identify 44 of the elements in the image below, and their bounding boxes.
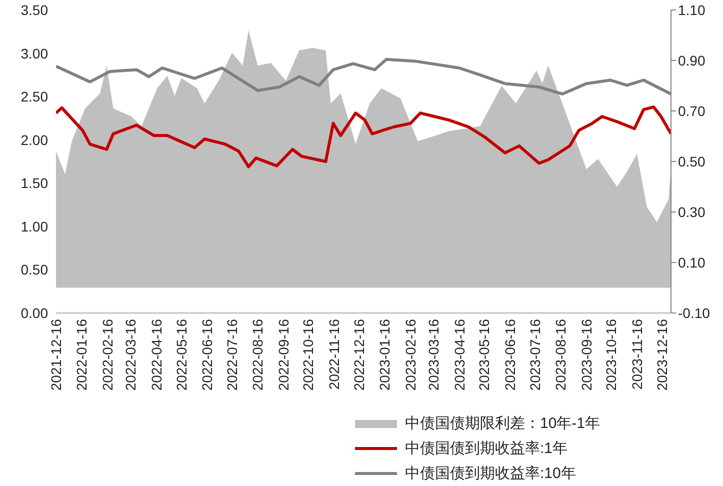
x-tick-label: 2023-01-16: [376, 318, 393, 391]
x-tick-label: 2023-10-16: [603, 318, 620, 391]
x-tick-label: 2023-04-16: [451, 318, 468, 391]
x-tick-label: 2023-07-16: [526, 318, 543, 391]
y2-tick-label: 1.10: [678, 2, 706, 18]
y-tick-label: 0.00: [20, 304, 48, 321]
x-tick-label: 2022-06-16: [198, 318, 215, 391]
x-tick-label: 2022-03-16: [122, 318, 139, 391]
x-tick-label: 2021-12-16: [48, 318, 64, 391]
line-series: [56, 105, 671, 168]
y-tick-label: 0.50: [20, 262, 48, 278]
y-tick-label: 3.00: [20, 45, 48, 62]
x-tick-label: 2023-06-16: [502, 318, 518, 391]
x-tick-label: 2022-07-16: [224, 318, 240, 391]
x-tick-label: 2022-10-16: [300, 318, 316, 391]
y2-tick-label: 0.50: [678, 153, 706, 170]
x-tick-label: 2023-05-16: [476, 318, 492, 391]
x-tick-label: 2022-01-16: [74, 318, 90, 391]
y-tick-label: 3.50: [20, 2, 48, 18]
x-tick-label: 2023-09-16: [578, 318, 594, 391]
x-tick-label: 2023-11-16: [628, 318, 645, 390]
x-tick-label: 2023-02-16: [402, 318, 418, 391]
y-tick-label: 1.50: [20, 175, 48, 192]
x-tick-label: 2022-05-16: [173, 318, 190, 391]
y-tick-label: 2.50: [20, 88, 48, 105]
x-tick-label: 2023-12-16: [654, 318, 670, 391]
y2-tick-label: 0.30: [678, 204, 706, 220]
y2-tick-label: 0.70: [678, 102, 706, 119]
x-tick-label: 2022-02-16: [99, 318, 116, 391]
y2-tick-label: 0.90: [678, 52, 706, 68]
x-tick-label: 2022-04-16: [148, 318, 164, 391]
y2-tick-label: -0.10: [678, 304, 710, 321]
y-tick-label: 1.00: [20, 218, 48, 234]
x-tick-label: 2022-12-16: [350, 318, 367, 391]
legend-label: 中债国债到期收益率:10年: [404, 464, 576, 483]
legend-label: 中债国债到期收益率:1年: [404, 439, 568, 458]
x-tick-label: 2022-08-16: [250, 318, 266, 391]
x-tick-label: 2022-11-16: [326, 318, 342, 390]
x-tick-label: 2023-03-16: [426, 318, 442, 391]
legend-label: 中债国债期限利差：10年-1年: [404, 414, 600, 433]
x-tick-label: 2022-09-16: [275, 318, 292, 391]
y2-tick-label: 0.10: [678, 254, 706, 270]
y-tick-label: 2.00: [20, 132, 48, 148]
x-tick-label: 2023-08-16: [552, 318, 569, 391]
